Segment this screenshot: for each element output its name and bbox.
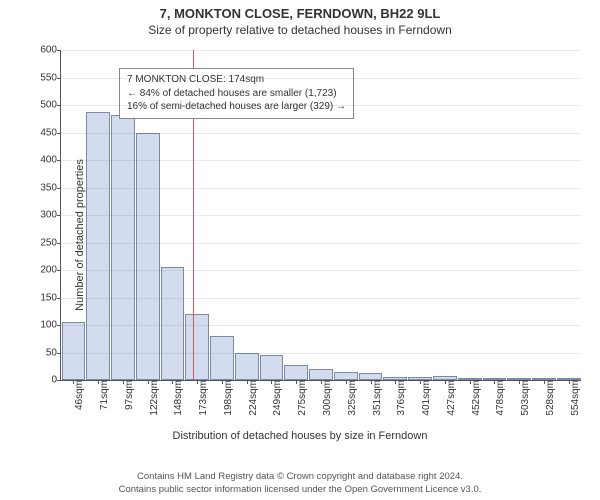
gridline <box>61 270 581 271</box>
bar <box>136 133 160 381</box>
x-tick-label: 71sqm <box>96 380 110 410</box>
x-tick-label: 478sqm <box>492 380 506 416</box>
bar <box>111 115 135 380</box>
tooltip-line2: ← 84% of detached houses are smaller (1,… <box>127 87 346 101</box>
footer-attribution: Contains HM Land Registry data © Crown c… <box>0 471 600 496</box>
plot-area: 7 MONKTON CLOSE: 174sqm ← 84% of detache… <box>60 50 581 381</box>
gridline <box>61 298 581 299</box>
y-tick-label: 300 <box>40 210 61 221</box>
x-tick-label: 554sqm <box>567 380 581 416</box>
gridline <box>61 160 581 161</box>
x-tick-label: 300sqm <box>319 380 333 416</box>
tooltip-box: 7 MONKTON CLOSE: 174sqm ← 84% of detache… <box>119 68 354 119</box>
bar <box>359 373 383 380</box>
y-tick-label: 400 <box>40 155 61 166</box>
tooltip-line1: 7 MONKTON CLOSE: 174sqm <box>127 73 346 87</box>
x-tick-label: 427sqm <box>443 380 457 416</box>
bar <box>185 314 209 380</box>
x-tick-label: 224sqm <box>245 380 259 416</box>
gridline <box>61 133 581 134</box>
x-tick-label: 528sqm <box>542 380 556 416</box>
y-tick-label: 200 <box>40 265 61 276</box>
x-tick-label: 46sqm <box>71 380 85 410</box>
x-tick-label: 275sqm <box>294 380 308 416</box>
bar <box>86 112 110 380</box>
y-tick-label: 100 <box>40 320 61 331</box>
footer-line2: Contains public sector information licen… <box>0 484 600 496</box>
x-tick-label: 401sqm <box>418 380 432 416</box>
bar <box>309 369 333 380</box>
x-tick-label: 148sqm <box>170 380 184 416</box>
bar <box>210 336 234 380</box>
gridline <box>61 105 581 106</box>
gridline <box>61 215 581 216</box>
gridline <box>61 353 581 354</box>
x-tick-label: 325sqm <box>344 380 358 416</box>
x-axis-label: Distribution of detached houses by size … <box>0 430 600 442</box>
x-tick-label: 122sqm <box>146 380 160 416</box>
tooltip-line3: 16% of semi-detached houses are larger (… <box>127 100 346 114</box>
bar <box>235 353 259 381</box>
gridline <box>61 325 581 326</box>
x-tick-label: 198sqm <box>220 380 234 416</box>
x-tick-label: 503sqm <box>517 380 531 416</box>
bar <box>161 267 185 380</box>
footer-line1: Contains HM Land Registry data © Crown c… <box>0 471 600 483</box>
y-tick-label: 50 <box>46 347 61 358</box>
y-tick-label: 350 <box>40 182 61 193</box>
x-tick-label: 173sqm <box>195 380 209 416</box>
y-tick-label: 500 <box>40 100 61 111</box>
x-tick-label: 351sqm <box>369 380 383 416</box>
chart-title-sub: Size of property relative to detached ho… <box>0 21 600 37</box>
gridline <box>61 78 581 79</box>
gridline <box>61 188 581 189</box>
bar <box>62 322 86 380</box>
x-tick-label: 376sqm <box>393 380 407 416</box>
gridline <box>61 243 581 244</box>
bar <box>260 355 284 380</box>
chart-container: Number of detached properties 7 MONKTON … <box>0 40 600 430</box>
y-tick-label: 250 <box>40 237 61 248</box>
y-tick-label: 0 <box>51 375 61 386</box>
y-tick-label: 450 <box>40 127 61 138</box>
y-tick-label: 600 <box>40 45 61 56</box>
x-tick-label: 249sqm <box>269 380 283 416</box>
y-tick-label: 550 <box>40 72 61 83</box>
bar <box>334 372 358 380</box>
x-tick-label: 452sqm <box>468 380 482 416</box>
bar <box>284 365 308 380</box>
x-tick-label: 97sqm <box>121 380 135 410</box>
y-tick-label: 150 <box>40 292 61 303</box>
chart-title-main: 7, MONKTON CLOSE, FERNDOWN, BH22 9LL <box>0 0 600 21</box>
gridline <box>61 50 581 51</box>
